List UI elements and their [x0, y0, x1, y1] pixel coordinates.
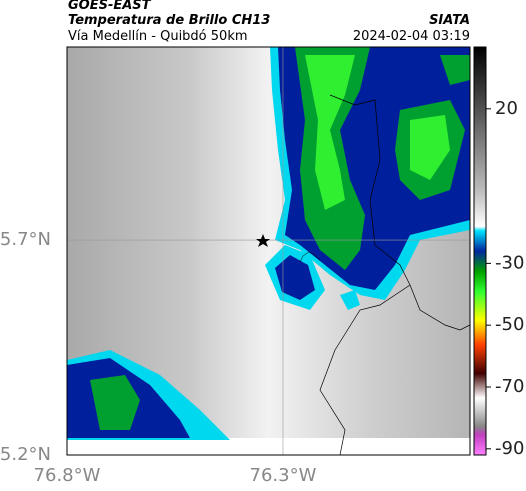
title: Temperatura de Brillo CH13: [68, 13, 270, 28]
datetime: 2024-02-04 03:19: [353, 29, 470, 44]
star-marker: [256, 234, 270, 247]
map-frame: [66, 46, 471, 456]
lat-label: 5.7°N: [0, 229, 51, 250]
colorbar-label: -70: [495, 376, 524, 397]
colorbar: [473, 46, 487, 456]
lon-label: 76.3°W: [250, 465, 317, 486]
imagery: [67, 47, 470, 455]
source: SIATA: [429, 13, 470, 28]
lat-label: 5.2°N: [0, 444, 51, 465]
lon-label: 76.8°W: [34, 465, 101, 486]
subtitle: Vía Medellín - Quibdó 50km: [68, 29, 248, 44]
colorbar-label: -90: [495, 438, 524, 459]
colorbar-label: -30: [495, 252, 524, 273]
colorbar-label: 20: [495, 98, 518, 119]
satellite: GOES-EAST: [68, 0, 152, 13]
colorbar-label: -50: [495, 314, 524, 335]
